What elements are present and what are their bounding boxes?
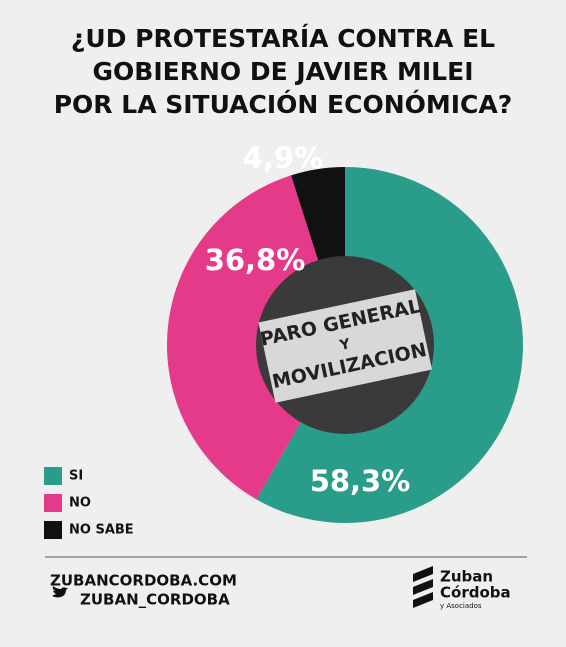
- title-line: ¿UD PROTESTARÍA CONTRA EL: [71, 24, 495, 53]
- legend-label: NO: [69, 496, 91, 511]
- legend-swatch: [44, 467, 62, 485]
- value-label: 36,8%: [205, 243, 306, 277]
- donut-slice: [166, 175, 319, 500]
- legend-label: NO SABE: [69, 523, 134, 538]
- logo-icon: [413, 566, 433, 608]
- value-label: 4,9%: [243, 141, 323, 175]
- banner: [258, 289, 432, 403]
- legend-swatch: [44, 494, 62, 512]
- legend-label: SI: [69, 469, 83, 484]
- logo-text: Zuban: [440, 568, 493, 586]
- logo-text: y Asociados: [440, 602, 482, 610]
- donut-slice: [291, 167, 345, 262]
- title-line: POR LA SITUACIÓN ECONÓMICA?: [54, 89, 513, 119]
- twitter-icon: [52, 586, 68, 598]
- donut-chart: PARO GENERALYMOVILIZACION58,3%36,8%4,9%S…: [44, 141, 524, 539]
- donut-slice: [256, 167, 524, 523]
- banner-text: Y: [337, 336, 352, 354]
- twitter-handle: ZUBAN_CORDOBA: [80, 591, 230, 609]
- logo-text: Córdoba: [440, 584, 511, 602]
- value-label: 58,3%: [310, 464, 411, 498]
- legend-swatch: [44, 521, 62, 539]
- title-line: GOBIERNO DE JAVIER MILEI: [93, 57, 474, 86]
- website: ZUBANCORDOBA.COM: [50, 572, 237, 590]
